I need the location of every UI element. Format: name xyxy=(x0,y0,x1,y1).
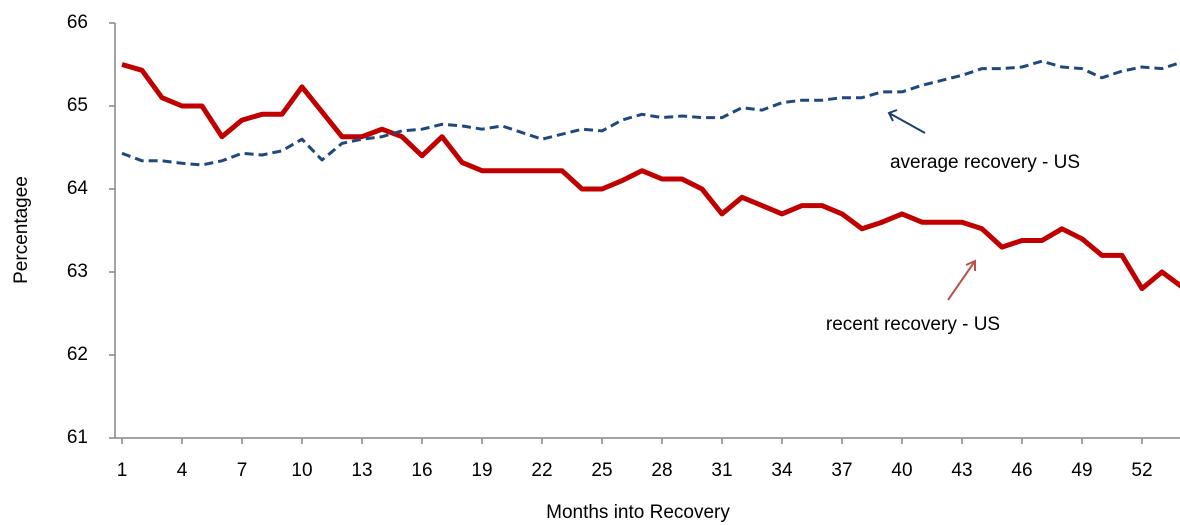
x-tick-label: 22 xyxy=(531,460,552,481)
x-tick-label: 25 xyxy=(591,460,612,481)
annotation-arrow xyxy=(887,109,926,134)
y-tick-label: 66 xyxy=(67,12,88,33)
x-tick-label: 37 xyxy=(831,460,852,481)
x-tick-label: 31 xyxy=(711,460,732,481)
x-tick-label: 40 xyxy=(891,460,912,481)
y-tick-label: 63 xyxy=(67,261,88,282)
x-tick-label: 49 xyxy=(1071,460,1092,481)
line-series xyxy=(121,62,1180,292)
y-tick-label: 65 xyxy=(67,95,88,116)
x-tick-label: 19 xyxy=(471,460,492,481)
line-series xyxy=(121,59,1180,167)
x-tick-label: 13 xyxy=(351,460,372,481)
x-tick-label: 28 xyxy=(651,460,672,481)
x-tick-label: 7 xyxy=(237,460,248,481)
annotation-arrow xyxy=(947,259,976,301)
x-axis-title: Months into Recovery xyxy=(546,502,730,523)
annotation: recent recovery - US xyxy=(826,314,1000,335)
x-tick-label: 43 xyxy=(951,460,972,481)
y-tick-label: 64 xyxy=(67,178,89,199)
x-tick-label: 10 xyxy=(291,460,312,481)
y-axis-title: Percentagee xyxy=(11,176,32,284)
x-tick-label: 52 xyxy=(1131,460,1152,481)
x-tick-label: 34 xyxy=(771,460,793,481)
x-tick-label: 4 xyxy=(177,460,188,481)
x-tick-label: 16 xyxy=(411,460,432,481)
x-tick-label: 46 xyxy=(1011,460,1032,481)
y-tick-label: 61 xyxy=(67,427,88,448)
x-tick-label: 1 xyxy=(117,460,128,481)
y-tick-label: 62 xyxy=(67,344,88,365)
annotation: average recovery - US xyxy=(890,152,1080,173)
